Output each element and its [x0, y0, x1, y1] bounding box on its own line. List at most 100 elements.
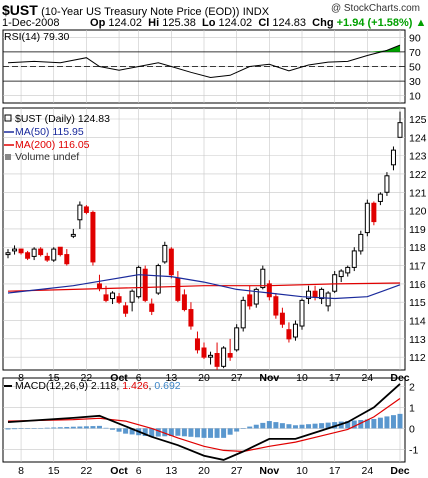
macd-histogram-bar	[319, 423, 325, 429]
macd-histogram-bar	[57, 427, 63, 429]
macd-histogram-bar	[51, 427, 57, 429]
rsi-tick-label: 50	[409, 62, 421, 74]
price-tick-label: 115	[409, 297, 426, 309]
price-tick-label: 116	[409, 279, 426, 291]
candle-body	[194, 338, 200, 351]
open-value: 124.02	[108, 17, 143, 29]
price-legend: $UST (Daily) 124.83	[15, 113, 110, 125]
x-tick-label: 17	[329, 372, 341, 384]
candle-body	[221, 347, 227, 367]
quote-date: 1-Dec-2008	[2, 17, 60, 29]
up-arrow-icon: ▲	[415, 17, 427, 29]
macd-histogram-bar	[142, 428, 148, 437]
rsi-tick-label: 10	[409, 91, 421, 103]
rsi-legend: RSI(14) 79.30	[4, 31, 70, 43]
candle-body	[136, 266, 142, 298]
x-tick-label: 10	[296, 465, 308, 477]
macd-histogram-bar	[332, 422, 338, 429]
macd-histogram-bar	[227, 428, 233, 435]
macd-histogram-bar	[292, 425, 298, 429]
candle-body	[83, 206, 89, 213]
x-tick-label: Nov	[259, 465, 279, 477]
x-tick-label: Oct	[110, 465, 128, 477]
candle-body	[155, 265, 161, 294]
x-tick-label: 22	[81, 465, 93, 477]
macd-histogram-bar	[12, 428, 18, 430]
candle-body	[70, 233, 76, 237]
macd-histogram-bar	[25, 428, 31, 429]
macd-histogram-bar	[345, 421, 351, 429]
macd-histogram-bar	[397, 413, 403, 429]
rsi-tick-label: 30	[409, 76, 421, 88]
x-tick-label: 24	[361, 465, 373, 477]
candle-body	[397, 122, 403, 138]
candle-body	[266, 283, 272, 298]
price-tick-label: 112	[409, 352, 426, 364]
candle-body	[77, 204, 83, 221]
candle-body	[51, 248, 57, 261]
ma50-line	[7, 274, 401, 300]
x-tick-label: 6	[136, 372, 142, 384]
candle-body	[364, 202, 370, 234]
macd-histogram-bar	[38, 427, 44, 429]
macd-tick-label: 0	[409, 423, 415, 435]
x-tick-label: 15	[48, 372, 60, 384]
rsi-tick-label: 90	[409, 32, 421, 44]
candle-body	[306, 290, 312, 300]
macd-histogram-bar	[44, 427, 50, 429]
x-tick-label: 22	[81, 372, 93, 384]
macd-histogram-bar	[279, 423, 285, 429]
macd-histogram-bar	[123, 428, 129, 434]
candle-body	[188, 309, 194, 327]
candle-body	[116, 296, 122, 303]
chart-symbol-icon	[4, 114, 12, 122]
macd-histogram-bar	[253, 424, 259, 429]
volume-icon	[5, 154, 11, 160]
price-tick-label: 125	[409, 114, 427, 126]
candle-body	[64, 254, 70, 265]
stockcharts-credit[interactable]: @ StockCharts.com	[330, 3, 420, 14]
macd-histogram-bar	[168, 428, 174, 437]
macd-histogram-bar	[390, 415, 396, 429]
x-tick-label: 10	[296, 372, 308, 384]
candle-body	[247, 294, 253, 307]
macd-histogram-bar	[247, 426, 253, 429]
macd-signal-line	[7, 398, 401, 453]
macd-histogram-bar	[371, 418, 377, 429]
macd-histogram-bar	[194, 428, 200, 438]
candle-body	[181, 294, 187, 311]
macd-histogram-bar	[83, 426, 89, 429]
macd-histogram-bar	[312, 423, 318, 429]
macd-histogram-bar	[240, 428, 246, 429]
macd-histogram-bar	[358, 420, 364, 429]
x-tick-label: 15	[48, 465, 60, 477]
price-tick-label: 117	[409, 261, 426, 273]
price-tick-label: 121	[409, 187, 427, 199]
candle-body	[377, 193, 383, 202]
ma50-legend: MA(50) 115.95	[15, 126, 84, 138]
x-tick-label: 24	[361, 372, 373, 384]
macd-histogram-bar	[162, 428, 168, 437]
ma200-line	[7, 282, 401, 292]
macd-histogram-bar	[377, 417, 383, 429]
price-tick-label: 114	[409, 316, 426, 328]
candle-body	[142, 268, 148, 301]
macd-histogram-bar	[214, 428, 220, 438]
macd-histogram-bar	[129, 428, 135, 435]
macd-line	[7, 383, 401, 461]
x-tick-label: 8	[18, 372, 24, 384]
price-tick-label: 118	[409, 242, 426, 254]
macd-tick-label: 2	[409, 381, 415, 393]
chart-title: $UST (10-Year US Treasury Note Price (EO…	[2, 2, 428, 18]
macd-histogram-bar	[260, 422, 266, 429]
candle-body	[96, 283, 102, 289]
x-tick-label: 20	[198, 465, 210, 477]
macd-histogram-bar	[110, 428, 116, 430]
candle-body	[286, 329, 292, 340]
candle-body	[5, 252, 11, 256]
macd-histogram-bar	[155, 428, 161, 437]
macd-histogram-bar	[5, 428, 11, 430]
candle-body	[384, 175, 390, 193]
close-value: 124.83	[272, 17, 307, 29]
